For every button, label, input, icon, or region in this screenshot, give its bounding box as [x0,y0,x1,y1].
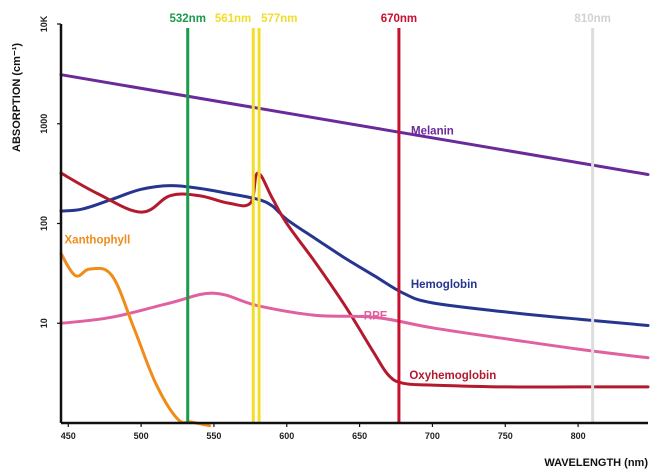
chart-marks [59,28,650,428]
laser-label-561nm: 561nm [215,13,251,25]
y-tick-label-10k: 10K [39,15,49,32]
x-tick-label-450: 450 [61,431,76,441]
x-tick-label-750: 750 [498,431,513,441]
series-label-hemoglobin: Hemoglobin [411,279,477,291]
series-label-oxyhemoglobin: Oxyhemoglobin [409,370,496,382]
series-line-oxyhemoglobin [59,171,650,389]
laser-label-670nm: 670nm [381,13,417,25]
y-axis-title: ABSORPTION (cm⁻¹) [11,43,23,152]
series-label-melanin: Melanin [411,126,454,138]
x-tick-label-650: 650 [352,431,367,441]
laser-label-532nm: 532nm [170,13,206,25]
x-tick-label-550: 550 [206,431,221,441]
chart-axes: 450 500 550 600 650 700 750 800 10 100 1000 10K WAVE… [11,15,648,469]
laser-label-577nm: 577nm [261,13,297,25]
x-axis-title: WAVELENGTH (nm) [544,457,648,469]
y-tick-label-10: 10 [39,318,49,328]
series-label-rpe: RPE [364,311,388,323]
series-line-melanin [59,73,650,176]
series-line-hemoglobin [59,184,650,327]
y-tick-label-100: 100 [39,216,49,231]
x-tick-label-500: 500 [134,431,149,441]
laser-label-810nm: 810nm [574,13,610,25]
y-tick-label-1000: 1000 [39,114,49,134]
x-tick-label-700: 700 [425,431,440,441]
series-line-rpe [59,291,650,360]
x-tick-label-800: 800 [571,431,586,441]
series-label-xanthophyll: Xanthophyll [65,235,131,247]
chart-labels: 532nm 561nm 577nm 670nm 810nm Melanin Hemoglob… [65,13,611,382]
x-tick-label-600: 600 [279,431,294,441]
